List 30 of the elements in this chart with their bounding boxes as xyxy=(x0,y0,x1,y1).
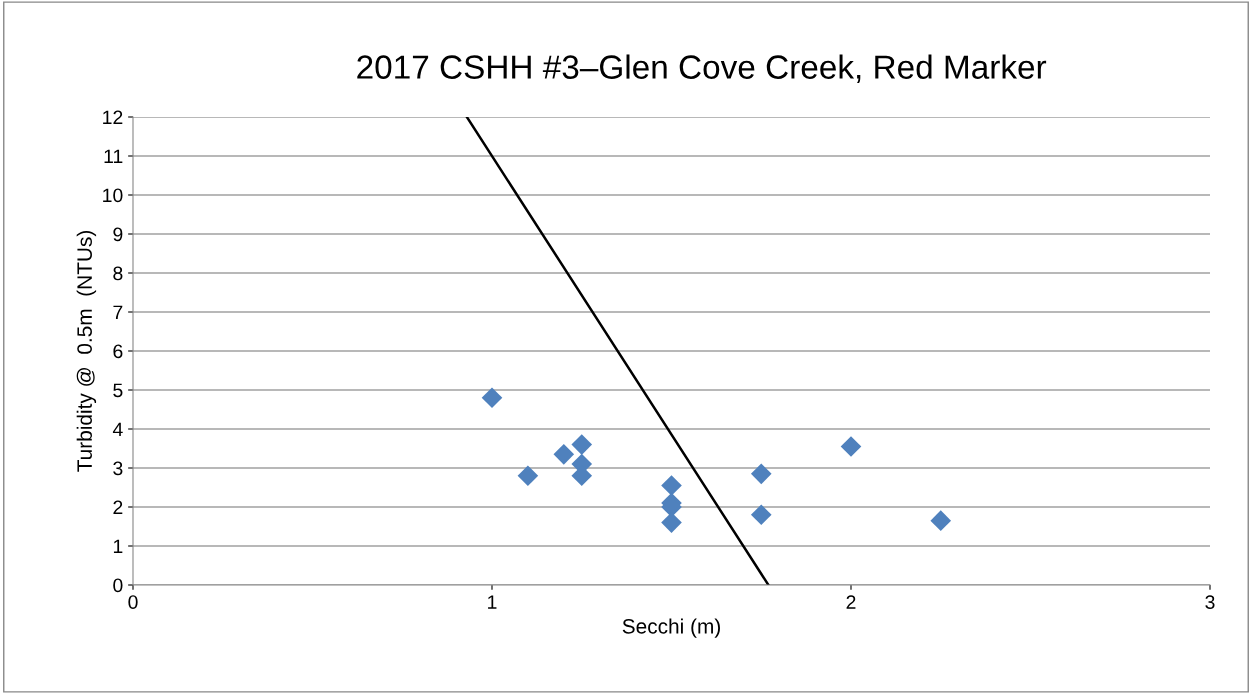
y-tick-label: 0 xyxy=(113,578,123,593)
point xyxy=(661,512,682,533)
point xyxy=(553,444,575,465)
y-axis-title: Turbidity @ 0.5m (NTUs) xyxy=(76,230,97,472)
point xyxy=(517,465,539,487)
y-tick-label: 8 xyxy=(113,266,123,281)
x-axis-title: Secchi (m) xyxy=(622,618,720,638)
point xyxy=(750,504,772,526)
chart-title: 2017 CSHH #3–Glen Cove Creek, Red Marker xyxy=(357,54,1047,83)
point xyxy=(930,510,952,531)
y-tick-label: 1 xyxy=(113,539,123,554)
y-tick-label: 9 xyxy=(113,227,123,242)
y-tick-label: 2 xyxy=(113,500,123,515)
point xyxy=(661,475,682,496)
y-tick-label: 12 xyxy=(103,110,123,125)
y-tick-label: 6 xyxy=(113,344,123,359)
point xyxy=(571,434,593,455)
x-tick-label: 1 xyxy=(488,595,497,609)
y-tick-label: 10 xyxy=(103,188,123,203)
x-tick-label: 3 xyxy=(1205,595,1215,609)
x-tick-label: 2 xyxy=(846,595,856,609)
y-tick-label: 7 xyxy=(113,305,123,320)
y-tick-label: 11 xyxy=(104,149,123,164)
y-tick-label: 4 xyxy=(112,422,123,437)
point xyxy=(840,436,862,457)
y-tick-label: 5 xyxy=(113,383,123,398)
y-tick-label: 3 xyxy=(113,461,123,476)
point xyxy=(750,463,772,485)
point xyxy=(481,387,503,409)
x-tick-label: 0 xyxy=(128,595,138,609)
